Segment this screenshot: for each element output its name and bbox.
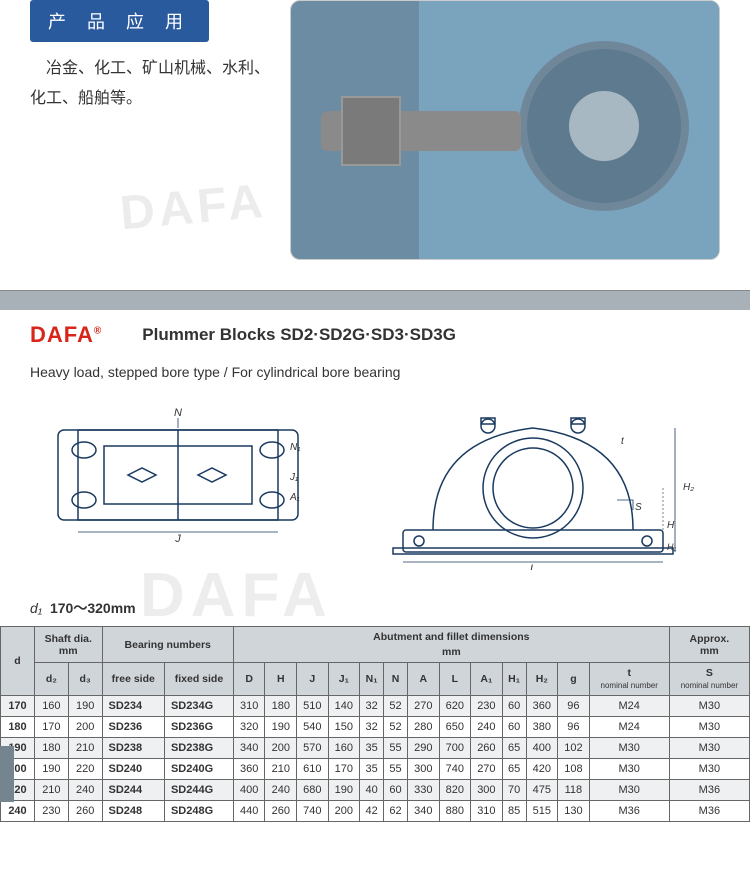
col-H1: H₁ [502,663,526,696]
col-t: tnominal number [589,663,669,696]
col-group-bearing: Bearing numbers [102,627,233,663]
col-group-shaft: Shaft dia.mm [35,627,103,663]
col-D: D [233,663,265,696]
product-title: Plummer Blocks SD2·SD2G·SD3·SD3G [142,325,456,345]
col-A1: A₁ [471,663,503,696]
diagram-row: N N₁ J₁ A₁ J L H₂ H H₁ t S [0,394,750,590]
svg-text:J: J [174,533,181,545]
bearing-cell: SD234 [102,696,164,717]
table-row: 240230260SD248SD248G44026074020042623408… [1,801,750,822]
bearing-cell: SD238 [102,738,164,759]
side-view-diagram: L H₂ H H₁ t S [373,400,713,570]
banner-tab: 产 品 应 用 [30,0,209,42]
col-g: g [558,663,590,696]
top-section: 产 品 应 用 冶金、化工、矿山机械、水利、化工、船舶等。 [0,0,750,280]
bearing-cell: SD240 [102,759,164,780]
bearing-cell: SD248G [164,801,233,822]
col-free: free side [102,663,164,696]
product-photo [290,0,720,260]
spec-table: d Shaft dia.mm Bearing numbers Abutment … [0,626,750,822]
bearing-cell: SD236 [102,717,164,738]
col-J: J [297,663,329,696]
svg-text:N: N [174,407,182,419]
col-A: A [408,663,440,696]
table-row: 200190220SD240SD240G36021061017035553007… [1,759,750,780]
col-group-abut: Abutment and fillet dimensionsmm [233,627,669,663]
bearing-cell: SD244 [102,780,164,801]
top-view-diagram: N N₁ J₁ A₁ J [38,400,318,570]
svg-text:H₁: H₁ [667,542,676,552]
range-label: d₁ 170～320mm [0,590,750,626]
svg-text:J₁: J₁ [289,472,298,483]
table-body: 170160190SD234SD234G31018051014032522706… [1,696,750,822]
col-d2: d₂ [35,663,69,696]
bearing-cell: SD248 [102,801,164,822]
page-tab-icon [0,746,14,802]
bearing-cell: SD244G [164,780,233,801]
col-d: d [1,627,35,696]
col-L: L [439,663,471,696]
table-row: 180170200SD236SD236G32019054015032522806… [1,717,750,738]
bearing-cell: SD238G [164,738,233,759]
application-text: 冶金、化工、矿山机械、水利、化工、船舶等。 [30,54,270,115]
table-row: 190180210SD238SD238G34020057016035552907… [1,738,750,759]
product-subtitle: Heavy load, stepped bore type / For cyli… [0,360,750,394]
svg-text:N₁: N₁ [290,442,300,453]
svg-text:H₂: H₂ [683,482,694,493]
bearing-cell: SD234G [164,696,233,717]
svg-text:t: t [621,436,625,447]
col-N1: N₁ [360,663,384,696]
svg-text:A₁: A₁ [289,492,300,503]
divider-bar [0,290,750,310]
col-d3: d₃ [68,663,102,696]
col-N: N [384,663,408,696]
text-column: 产 品 应 用 冶金、化工、矿山机械、水利、化工、船舶等。 [30,0,270,260]
col-J1: J₁ [328,663,360,696]
title-row: DAFA® Plummer Blocks SD2·SD2G·SD3·SD3G [0,310,750,360]
bearing-cell: SD236G [164,717,233,738]
col-fixed: fixed side [164,663,233,696]
svg-text:S: S [635,502,642,513]
svg-text:H: H [667,520,675,531]
col-S: Snominal number [669,663,749,696]
col-H2: H₂ [526,663,558,696]
brand-logo: DAFA® [30,322,102,348]
table-row: 220210240SD244SD244G40024068019040603308… [1,780,750,801]
col-group-approx: Approx.mm [669,627,749,663]
bearing-cell: SD240G [164,759,233,780]
col-H: H [265,663,297,696]
svg-text:L: L [529,563,535,570]
table-row: 170160190SD234SD234G31018051014032522706… [1,696,750,717]
